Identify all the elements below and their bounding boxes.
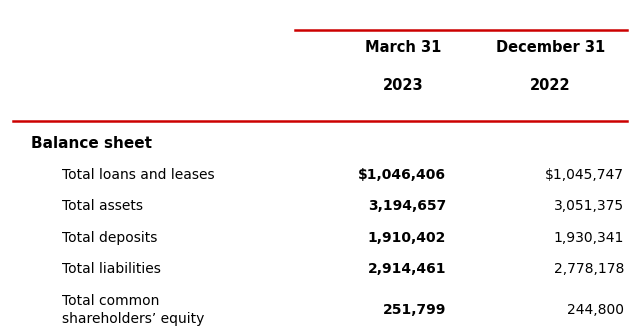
Text: 2023: 2023 — [383, 78, 423, 93]
Text: 251,799: 251,799 — [383, 303, 446, 317]
Text: Total common
shareholders’ equity: Total common shareholders’ equity — [62, 294, 204, 326]
Text: 2,778,178: 2,778,178 — [554, 262, 624, 276]
Text: 1,910,402: 1,910,402 — [367, 231, 446, 244]
Text: December 31: December 31 — [496, 40, 605, 55]
Text: 244,800: 244,800 — [567, 303, 624, 317]
Text: Balance sheet: Balance sheet — [31, 136, 152, 151]
Text: Total loans and leases: Total loans and leases — [62, 168, 214, 182]
Text: $1,045,747: $1,045,747 — [545, 168, 624, 182]
Text: 3,194,657: 3,194,657 — [368, 199, 446, 213]
Text: 2022: 2022 — [530, 78, 571, 93]
Text: Total deposits: Total deposits — [62, 231, 157, 244]
Text: March 31: March 31 — [365, 40, 441, 55]
Text: 1,930,341: 1,930,341 — [554, 231, 624, 244]
Text: Total liabilities: Total liabilities — [62, 262, 161, 276]
Text: 3,051,375: 3,051,375 — [554, 199, 624, 213]
Text: Total assets: Total assets — [62, 199, 143, 213]
Text: $1,046,406: $1,046,406 — [358, 168, 446, 182]
Text: 2,914,461: 2,914,461 — [367, 262, 446, 276]
